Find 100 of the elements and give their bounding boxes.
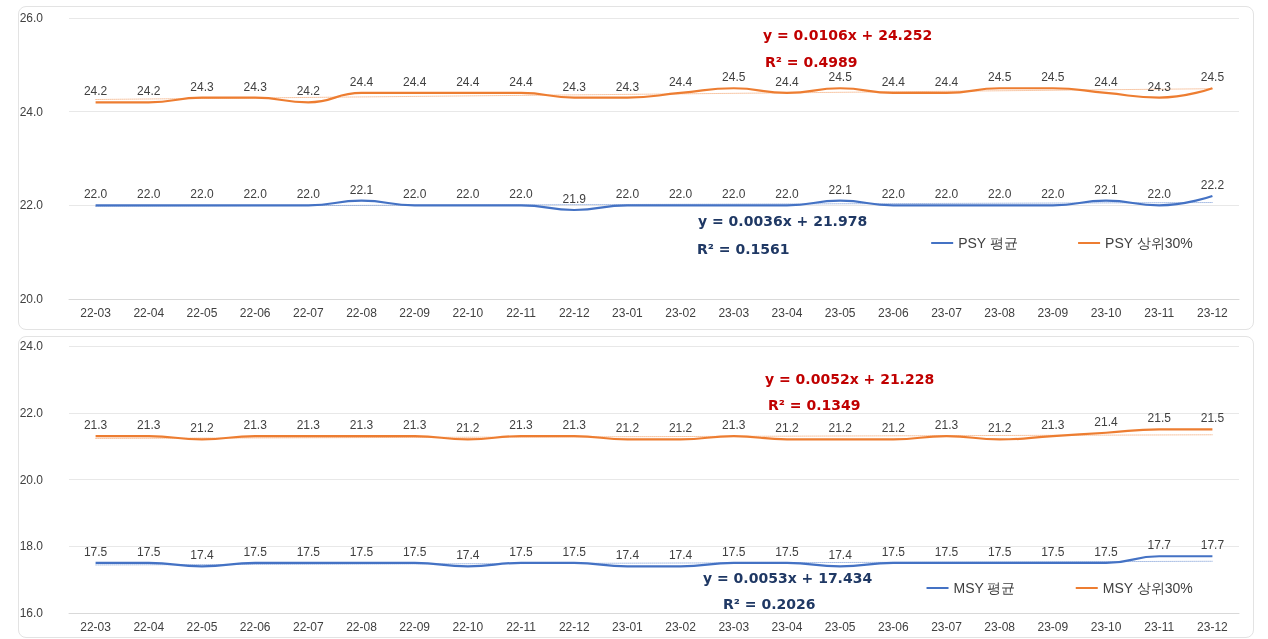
data-label: 22.0 bbox=[934, 187, 959, 202]
x-tick-label: 23-04 bbox=[771, 306, 803, 320]
data-label: 21.2 bbox=[615, 421, 640, 436]
data-label: 22.1 bbox=[1094, 182, 1119, 197]
data-label: 22.0 bbox=[456, 187, 480, 202]
data-label: 22.0 bbox=[296, 187, 321, 202]
x-tick-label: 23-10 bbox=[1090, 306, 1122, 320]
data-label: 24.4 bbox=[775, 74, 799, 89]
annotation: y = 0.0106x + 24.252 bbox=[763, 27, 933, 43]
data-label: 22.0 bbox=[881, 187, 906, 202]
x-tick-label: 22-07 bbox=[292, 620, 324, 634]
data-label: 17.5 bbox=[509, 544, 534, 559]
data-label: 22.0 bbox=[137, 187, 161, 202]
data-label: 17.5 bbox=[349, 544, 374, 559]
data-label: 21.3 bbox=[83, 418, 108, 433]
x-tick-label: 23-12 bbox=[1197, 306, 1229, 320]
x-tick-label: 23-03 bbox=[718, 620, 750, 634]
data-label: 24.2 bbox=[83, 84, 108, 99]
x-tick-label: 23-02 bbox=[665, 306, 697, 320]
data-label: 17.7 bbox=[1147, 538, 1172, 553]
data-label: 21.2 bbox=[881, 421, 906, 436]
x-tick-label: 23-08 bbox=[984, 306, 1016, 320]
data-label: 24.3 bbox=[615, 79, 640, 94]
y-tick-label: 22.0 bbox=[19, 198, 44, 213]
data-label: 17.4 bbox=[456, 548, 480, 563]
y-tick-label: 26.0 bbox=[19, 11, 44, 25]
data-label: 17.5 bbox=[722, 544, 746, 559]
data-label: 21.3 bbox=[403, 418, 427, 433]
data-label: 21.3 bbox=[722, 418, 746, 433]
legend-label: MSY 평균 bbox=[953, 580, 1016, 596]
data-label: 24.4 bbox=[403, 74, 427, 89]
data-label: 21.5 bbox=[1200, 411, 1225, 426]
data-label: 21.9 bbox=[562, 192, 587, 207]
data-label: 22.0 bbox=[722, 187, 746, 202]
data-label: 24.5 bbox=[828, 70, 853, 85]
x-tick-label: 23-01 bbox=[612, 306, 644, 320]
x-tick-label: 22-08 bbox=[346, 620, 378, 634]
x-tick-label: 22-11 bbox=[506, 306, 537, 320]
data-label: 22.0 bbox=[509, 187, 534, 202]
data-label: 21.3 bbox=[137, 418, 161, 433]
data-label: 22.1 bbox=[349, 182, 374, 197]
data-label: 21.3 bbox=[1041, 418, 1065, 433]
data-label: 22.2 bbox=[1200, 177, 1225, 192]
data-label: 22.0 bbox=[243, 187, 268, 202]
annotation: y = 0.0053x + 17.434 bbox=[703, 570, 873, 586]
y-tick-label: 24.0 bbox=[19, 104, 44, 119]
annotation: y = 0.0036x + 21.978 bbox=[698, 213, 868, 229]
legend-label: PSY 상위30% bbox=[1105, 235, 1193, 251]
x-tick-label: 22-07 bbox=[292, 306, 324, 320]
x-tick-label: 22-06 bbox=[239, 306, 271, 320]
data-label: 17.5 bbox=[83, 544, 108, 559]
x-tick-label: 22-10 bbox=[452, 306, 484, 320]
data-label: 24.4 bbox=[668, 74, 693, 89]
y-tick-label: 18.0 bbox=[19, 539, 44, 554]
x-tick-label: 23-03 bbox=[718, 306, 750, 320]
data-label: 21.3 bbox=[934, 418, 959, 433]
data-label: 22.0 bbox=[615, 187, 640, 202]
data-label: 21.5 bbox=[1147, 411, 1172, 426]
data-label: 22.0 bbox=[83, 187, 108, 202]
data-label: 24.3 bbox=[562, 79, 587, 94]
x-tick-label: 22-12 bbox=[558, 306, 590, 320]
x-tick-label: 22-06 bbox=[239, 620, 271, 634]
data-label: 24.5 bbox=[988, 70, 1012, 85]
x-tick-label: 22-12 bbox=[558, 620, 590, 634]
x-tick-label: 22-05 bbox=[186, 306, 218, 320]
data-label: 24.3 bbox=[243, 79, 268, 94]
data-label: 24.4 bbox=[934, 74, 959, 89]
data-label: 17.5 bbox=[1041, 544, 1065, 559]
x-tick-label: 23-11 bbox=[1144, 306, 1175, 320]
data-label: 17.5 bbox=[1094, 544, 1119, 559]
data-label: 17.7 bbox=[1200, 538, 1225, 553]
x-tick-label: 23-09 bbox=[1037, 620, 1069, 634]
data-label: 17.4 bbox=[668, 548, 693, 563]
data-label: 24.5 bbox=[1041, 70, 1065, 85]
x-tick-label: 23-08 bbox=[984, 620, 1016, 634]
data-label: 24.4 bbox=[349, 74, 374, 89]
data-label: 21.2 bbox=[775, 421, 799, 436]
data-label: 22.0 bbox=[1147, 187, 1172, 202]
data-label: 21.3 bbox=[296, 418, 321, 433]
data-label: 22.0 bbox=[775, 187, 799, 202]
data-label: 21.3 bbox=[509, 418, 534, 433]
x-tick-label: 22-04 bbox=[133, 620, 165, 634]
x-tick-label: 23-10 bbox=[1090, 620, 1122, 634]
data-label: 24.2 bbox=[296, 84, 321, 99]
annotation: R² = 0.1349 bbox=[768, 397, 861, 413]
x-tick-label: 23-05 bbox=[824, 306, 856, 320]
x-tick-label: 23-06 bbox=[877, 306, 909, 320]
data-label: 21.2 bbox=[668, 421, 693, 436]
x-tick-label: 22-10 bbox=[452, 620, 484, 634]
x-tick-label: 23-02 bbox=[665, 620, 697, 634]
data-label: 17.5 bbox=[775, 544, 799, 559]
data-label: 17.5 bbox=[934, 544, 959, 559]
y-tick-label: 24.0 bbox=[19, 339, 44, 353]
data-label: 21.3 bbox=[349, 418, 374, 433]
data-label: 17.5 bbox=[296, 544, 321, 559]
data-label: 21.3 bbox=[243, 418, 268, 433]
x-tick-label: 23-05 bbox=[824, 620, 856, 634]
x-tick-label: 23-11 bbox=[1144, 620, 1175, 634]
x-tick-label: 22-04 bbox=[133, 306, 165, 320]
data-label: 17.5 bbox=[562, 544, 587, 559]
